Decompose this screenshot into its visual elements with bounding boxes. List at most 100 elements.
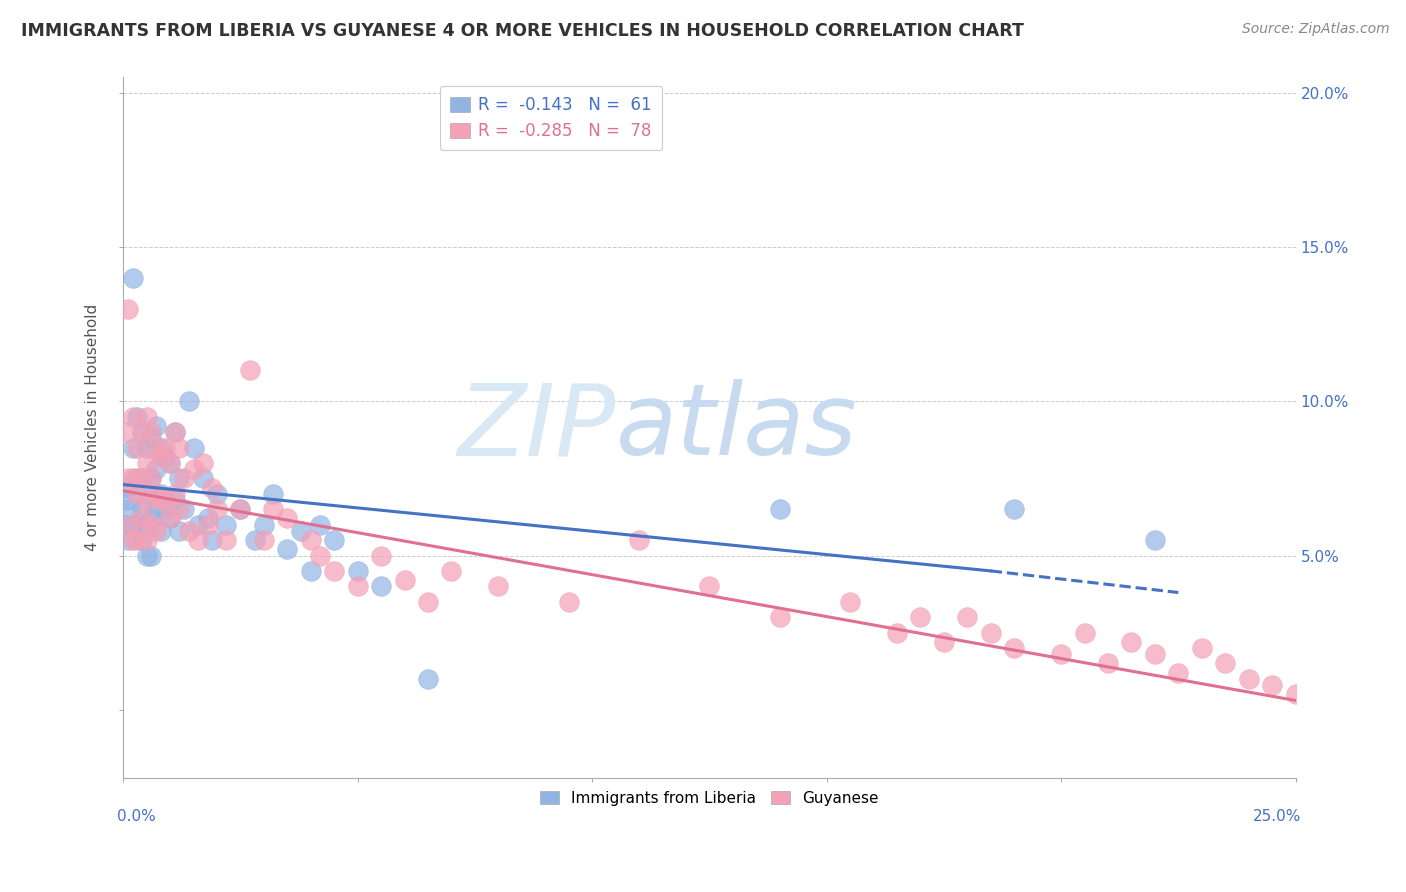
- Point: [127, 471, 149, 485]
- Y-axis label: 4 or more Vehicles in Household: 4 or more Vehicles in Household: [86, 304, 100, 551]
- Point: [145, 487, 167, 501]
- Point: [141, 517, 163, 532]
- Point: [131, 471, 153, 485]
- Point: [121, 271, 143, 285]
- Point: [120, 502, 142, 516]
- Point: [120, 517, 142, 532]
- Point: [117, 481, 139, 495]
- Point: [159, 456, 181, 470]
- Point: [159, 511, 181, 525]
- Point: [131, 425, 153, 439]
- Point: [628, 533, 651, 547]
- Point: [149, 441, 172, 455]
- Point: [163, 425, 186, 439]
- Point: [135, 441, 157, 455]
- Point: [1167, 665, 1189, 680]
- Point: [191, 471, 214, 485]
- Point: [394, 573, 416, 587]
- Point: [121, 471, 143, 485]
- Point: [163, 493, 186, 508]
- Point: [135, 533, 157, 547]
- Point: [169, 441, 191, 455]
- Point: [127, 533, 149, 547]
- Point: [416, 672, 439, 686]
- Point: [114, 517, 136, 532]
- Point: [163, 487, 186, 501]
- Legend: Immigrants from Liberia, Guyanese: Immigrants from Liberia, Guyanese: [534, 785, 884, 812]
- Point: [290, 524, 312, 538]
- Point: [135, 487, 157, 501]
- Point: [149, 493, 172, 508]
- Point: [149, 487, 172, 501]
- Point: [1213, 657, 1236, 671]
- Point: [205, 502, 228, 516]
- Point: [197, 511, 219, 525]
- Point: [215, 533, 238, 547]
- Point: [299, 533, 322, 547]
- Point: [323, 564, 346, 578]
- Point: [276, 511, 298, 525]
- Text: ZIP: ZIP: [457, 379, 616, 476]
- Point: [141, 431, 163, 445]
- Point: [187, 517, 209, 532]
- Point: [253, 533, 276, 547]
- Point: [346, 579, 368, 593]
- Point: [1002, 502, 1025, 516]
- Point: [141, 425, 163, 439]
- Point: [187, 533, 209, 547]
- Point: [309, 549, 332, 563]
- Point: [173, 502, 195, 516]
- Point: [127, 487, 149, 501]
- Point: [1002, 640, 1025, 655]
- Point: [253, 517, 276, 532]
- Point: [239, 363, 262, 377]
- Point: [229, 502, 252, 516]
- Point: [131, 502, 153, 516]
- Point: [121, 517, 143, 532]
- Point: [177, 524, 200, 538]
- Point: [370, 549, 392, 563]
- Point: [131, 511, 153, 525]
- Text: atlas: atlas: [616, 379, 858, 476]
- Point: [215, 517, 238, 532]
- Point: [121, 409, 143, 424]
- Point: [416, 595, 439, 609]
- Point: [135, 517, 157, 532]
- Point: [163, 425, 186, 439]
- Point: [145, 419, 167, 434]
- Point: [309, 517, 332, 532]
- Point: [932, 635, 955, 649]
- Point: [910, 610, 932, 624]
- Point: [1050, 647, 1073, 661]
- Point: [370, 579, 392, 593]
- Point: [486, 579, 509, 593]
- Text: 25.0%: 25.0%: [1253, 809, 1302, 824]
- Point: [169, 471, 191, 485]
- Point: [141, 471, 163, 485]
- Text: 0.0%: 0.0%: [117, 809, 156, 824]
- Point: [1261, 678, 1284, 692]
- Point: [276, 542, 298, 557]
- Point: [135, 409, 157, 424]
- Point: [769, 610, 792, 624]
- Point: [159, 456, 181, 470]
- Point: [557, 595, 579, 609]
- Point: [135, 549, 157, 563]
- Point: [121, 441, 143, 455]
- Point: [323, 533, 346, 547]
- Point: [980, 625, 1002, 640]
- Point: [159, 511, 181, 525]
- Point: [155, 502, 177, 516]
- Point: [145, 441, 167, 455]
- Point: [1143, 533, 1166, 547]
- Point: [1284, 687, 1306, 701]
- Point: [183, 462, 205, 476]
- Point: [155, 441, 177, 455]
- Point: [229, 502, 252, 516]
- Point: [201, 481, 224, 495]
- Point: [149, 524, 172, 538]
- Point: [243, 533, 266, 547]
- Point: [769, 502, 792, 516]
- Point: [117, 471, 139, 485]
- Point: [135, 493, 157, 508]
